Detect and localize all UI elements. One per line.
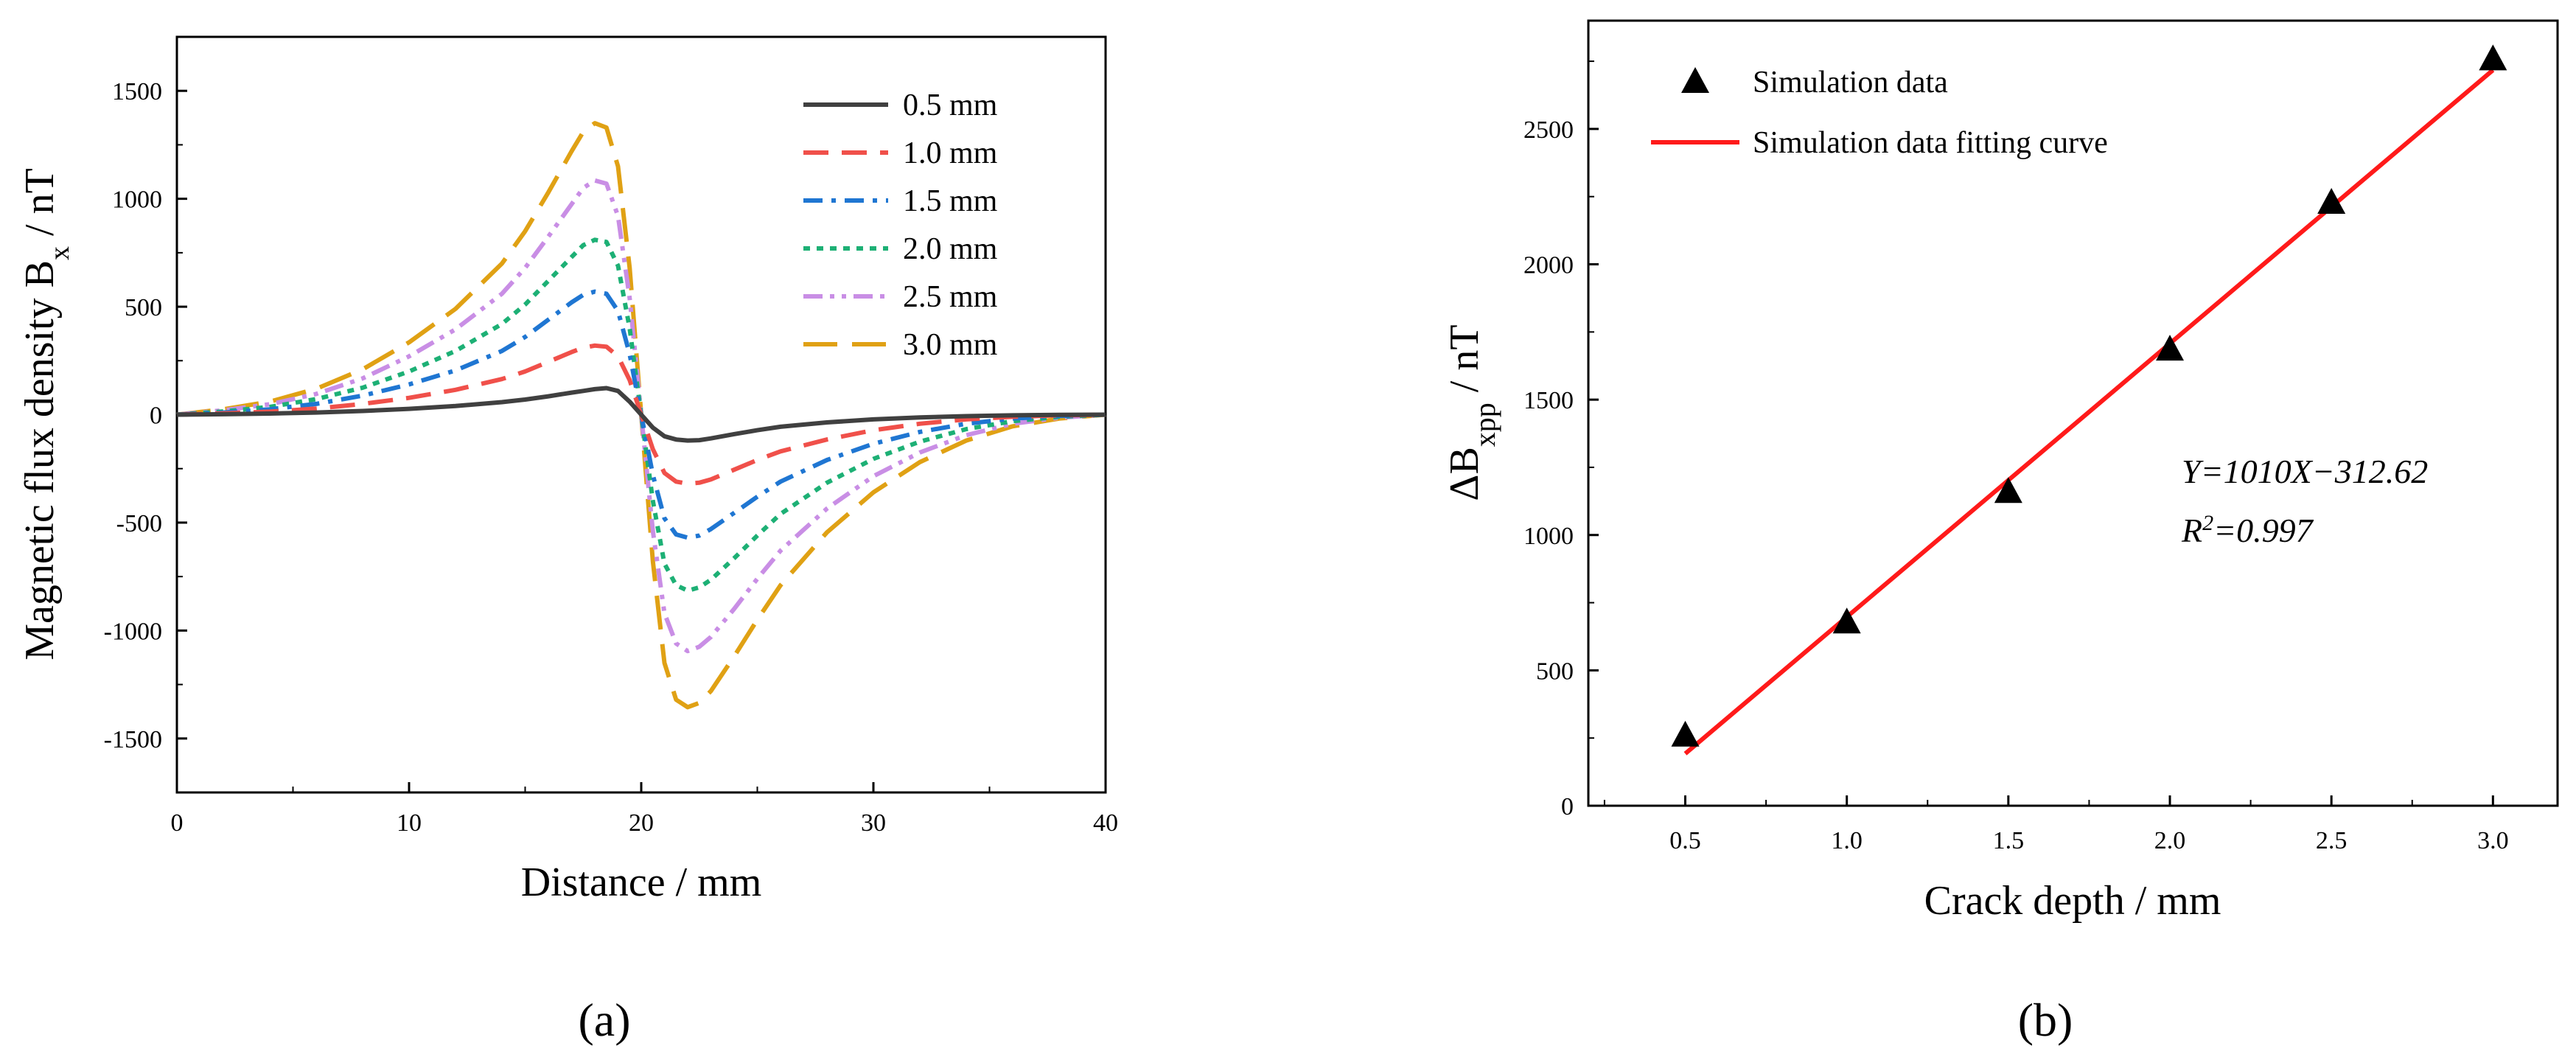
- chart-a-legend-label: 0.5 mm: [903, 88, 998, 122]
- chart-a-legend-label: 1.0 mm: [903, 136, 998, 170]
- chart-b-x-tick-label: 2.5: [2316, 827, 2348, 854]
- chart-b-panel-label-text: (b): [2018, 994, 2073, 1046]
- chart-b-x-tick-label: 0.5: [1669, 827, 1701, 854]
- chart-b-x-tick-label: 1.5: [1993, 827, 2025, 854]
- chart-b-x-tick-label: 3.0: [2477, 827, 2509, 854]
- chart-a-y-ticks: -1500 -1000 -500 0 500 1000 1500: [104, 78, 187, 753]
- chart-a-x-axis-label: Distance / mm: [521, 860, 762, 905]
- chart-b-data-point: [1671, 720, 1700, 747]
- chart-a-panel-label-text: (a): [578, 994, 630, 1046]
- chart-b-r-squared: R2=0.997: [2181, 511, 2314, 550]
- chart-b-y-tick-label: 1000: [1523, 523, 1574, 550]
- chart-a-x-tick-label: 0: [171, 809, 184, 837]
- chart-a-y-tick-label: 0: [150, 402, 162, 430]
- chart-b-y-tick-label: 2000: [1523, 252, 1574, 279]
- chart-b-data-point: [1994, 477, 2022, 503]
- chart-b-y-axis-label: ΔBxpp / nT: [1442, 324, 1501, 501]
- chart-b-plot-frame: [1587, 19, 2559, 807]
- chart-b-fit-line: [1683, 68, 2495, 756]
- chart-b-equation: Y=1010X−312.62: [2182, 453, 2428, 490]
- chart-a-legend-label: 1.5 mm: [903, 184, 998, 218]
- chart-b: 0.5 1.0 1.5 2.0 2.5 3.0 05001000150020002500 …: [1442, 19, 2559, 1046]
- chart-b-legend: Simulation data Simulation data fitting c…: [1651, 66, 2108, 160]
- chart-a-y-tick-label: 1500: [112, 78, 162, 105]
- chart-b-data-point: [2317, 188, 2346, 215]
- chart-a-legend: 0.5 mm 1.0 mm 1.5 mm 2.0 mm 2.5 mm 3.0 mm: [803, 88, 998, 362]
- chart-b-legend-label: Simulation data fitting curve: [1753, 126, 2108, 160]
- chart-a-y-tick-label: -1000: [104, 618, 162, 645]
- chart-a-x-ticks: 0 10 20 30 40: [171, 782, 1118, 837]
- chart-b-data-point: [2156, 335, 2184, 361]
- chart-b-x-tick-label: 1.0: [1831, 827, 1863, 854]
- chart-b-x-axis-label: Crack depth / mm: [1924, 878, 2221, 924]
- chart-b-y-tick-label: 0: [1561, 793, 1574, 820]
- chart-a-y-tick-label: 1000: [112, 187, 162, 214]
- chart-b-panel-label: (b): [2018, 994, 2073, 1046]
- chart-a-series-line: [176, 237, 1106, 593]
- chart-a-legend-label: 3.0 mm: [903, 328, 998, 362]
- chart-a-series-lines: [176, 121, 1106, 710]
- chart-b-y-axis-label-unit: / nT: [1442, 324, 1487, 402]
- chart-b-legend-label: Simulation data: [1753, 66, 1948, 100]
- chart-a-y-tick-label: -500: [116, 510, 162, 537]
- chart-b-legend-marker: [1681, 67, 1709, 93]
- chart-b-y-axis-label-main: ΔB: [1442, 447, 1487, 501]
- chart-a-y-tick-label: 500: [125, 294, 162, 321]
- chart-b-y-axis-label-sub: xpp: [1468, 402, 1501, 447]
- chart-b-r-squared-value: =0.997: [2213, 512, 2314, 549]
- chart-b-y-ticks: 0 500 1000 1500 2000 2500: [1523, 60, 1599, 820]
- chart-b-data-point: [2479, 44, 2507, 71]
- chart-b-y-tick-label: 500: [1536, 658, 1574, 685]
- chart-b-fit-line-segment: [1683, 68, 2495, 756]
- chart-a-y-axis-label: Magnetic flux density Bx / nT: [17, 168, 75, 661]
- chart-a-x-tick-label: 40: [1093, 809, 1118, 837]
- chart-b-data-point: [1832, 607, 1861, 634]
- chart-b-y-tick-label: 1500: [1523, 387, 1574, 414]
- chart-b-data-points: [1671, 44, 2507, 747]
- chart-a-x-tick-label: 30: [861, 809, 886, 837]
- chart-b-y-tick-label: 2500: [1523, 116, 1574, 144]
- chart-a-series-line: [176, 178, 1106, 654]
- chart-a-y-axis-label-unit: / nT: [17, 168, 63, 236]
- chart-a-y-tick-label: -1500: [104, 726, 162, 753]
- chart-a-y-axis-label-main: Magnetic flux density B: [17, 260, 63, 661]
- chart-a-y-axis-label-sub: x: [44, 246, 75, 260]
- chart-a-series-line: [176, 386, 1106, 443]
- chart-b-r-squared-prefix: R: [2181, 512, 2202, 549]
- chart-a-x-tick-label: 10: [397, 809, 422, 837]
- chart-a-legend-label: 2.0 mm: [903, 232, 998, 266]
- chart-a-x-tick-label: 20: [629, 809, 654, 837]
- chart-b-x-ticks: 0.5 1.0 1.5 2.0 2.5 3.0: [1603, 795, 2509, 854]
- chart-a: 0 10 20 30 40 -1500 -1000 -500 0 500 1000 1500 0.5…: [17, 35, 1118, 1046]
- chart-b-r-squared-sup: 2: [2202, 511, 2213, 535]
- chart-a-panel-label: (a): [578, 994, 630, 1046]
- chart-a-legend-label: 2.5 mm: [903, 280, 998, 314]
- chart-b-x-tick-label: 2.0: [2154, 827, 2186, 854]
